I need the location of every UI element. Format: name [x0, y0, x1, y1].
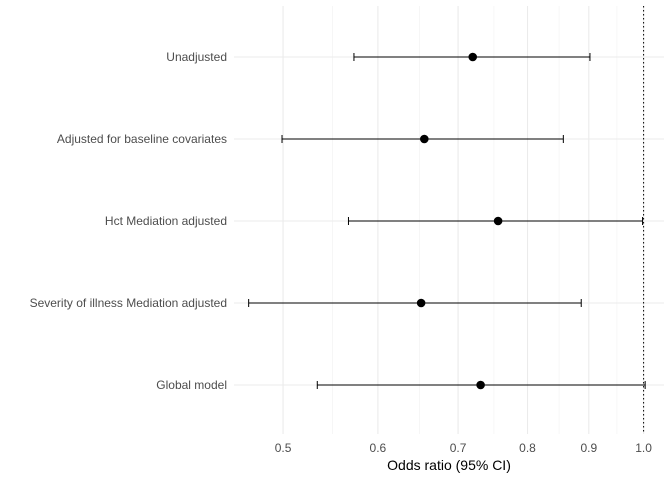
x-tick-label: 0.7 [450, 441, 467, 455]
row-label: Unadjusted [166, 50, 227, 64]
point-estimate [416, 298, 426, 308]
row-label: Severity of illness Mediation adjusted [30, 296, 227, 310]
minor-gridlines [332, 6, 618, 434]
point-estimate [476, 380, 485, 390]
row-label: Adjusted for baseline covariates [57, 132, 227, 146]
point-estimates [416, 52, 503, 390]
x-tick-label: 0.8 [519, 441, 536, 455]
row-label: Hct Mediation adjusted [105, 214, 227, 228]
row-label: Global model [156, 378, 227, 392]
x-tick-label: 0.6 [370, 441, 387, 455]
major-gridlines [234, 6, 664, 434]
point-estimate [493, 216, 503, 226]
point-estimate [468, 52, 478, 62]
x-tick-label: 0.5 [275, 441, 292, 455]
x-tick-label: 0.9 [580, 441, 597, 455]
x-axis-title: Odds ratio (95% CI) [387, 457, 511, 473]
x-tick-label: 1.0 [635, 441, 652, 455]
x-axis-tick-labels: 0.5 0.6 0.7 0.8 0.9 1.0 [275, 441, 653, 455]
point-estimate [420, 134, 429, 144]
y-axis-labels: Unadjusted Adjusted for baseline covariat… [30, 50, 227, 392]
